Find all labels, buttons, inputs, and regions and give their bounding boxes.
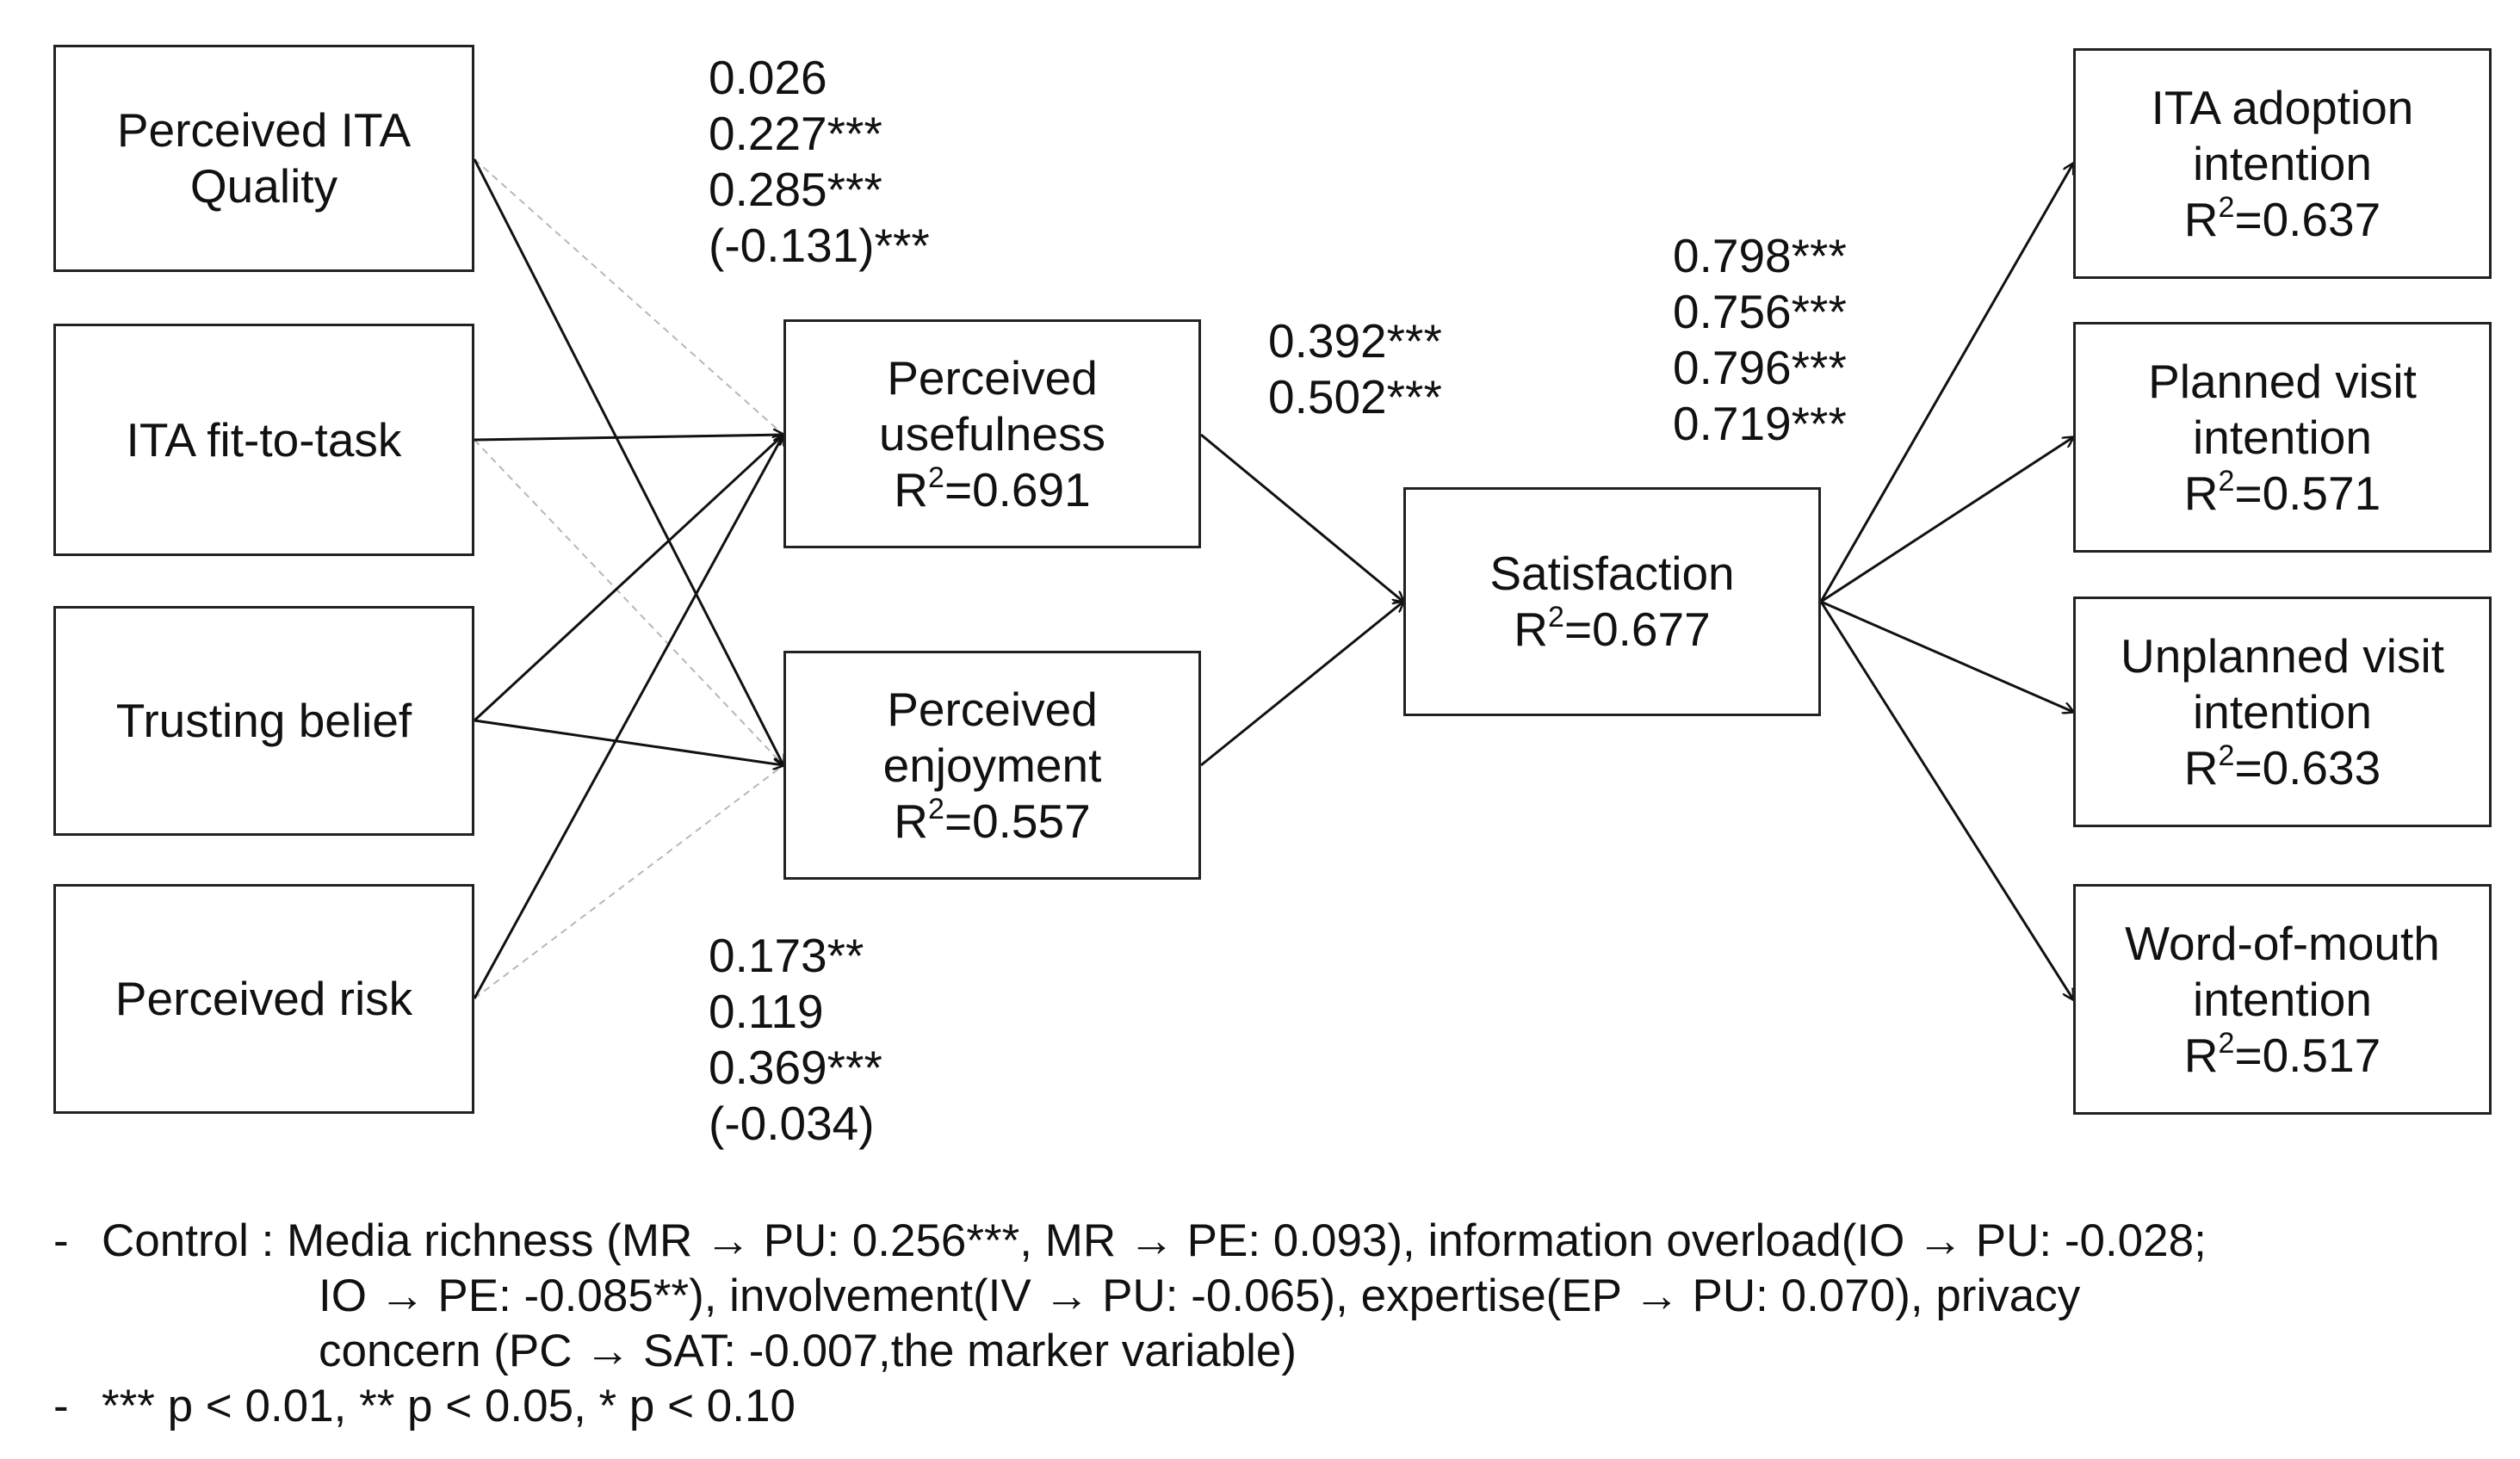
path-arrow-quality-enjoyment [473,158,783,765]
path-coefficient: 0.369*** [709,1041,882,1094]
path-arrow-satisfaction-wom [1819,601,2073,999]
box-label-line: intention [2193,136,2372,190]
path-arrow-trust-enjoyment [474,719,783,765]
path-coefficient: 0.026 [709,51,827,104]
box-label-line: intention [2193,972,2372,1026]
box-satisfaction: Satisfaction R2=0.677 [1403,487,1821,716]
box-label-line: Satisfaction [1489,547,1735,600]
path-arrow-satisfaction-planned [1820,437,2073,603]
box-label-line: ITA fit-to-task [126,412,402,467]
box-label-line: Planned visit [2148,354,2417,408]
significance-legend: *** p < 0.01, ** p < 0.05, * p < 0.10 [102,1381,796,1431]
control-line: concern (PC → SAT: -0.007,the marker var… [319,1326,1297,1376]
control-line: IO → PE: -0.085**), involvement(IV → PU:… [319,1270,2081,1321]
box-label-line: Perceived [887,682,1098,736]
box-label-line: Perceived ITA [116,103,412,157]
box-planned-visit-intention: Planned visit intention R2=0.571 [2073,322,2492,553]
box-label-line: Quality [189,159,338,213]
box-label-line: Word-of-mouth [2125,916,2440,970]
box-perceived-enjoyment: Perceived enjoyment R2=0.557 [783,651,1201,880]
path-coefficient: 0.285*** [709,163,882,216]
box-word-of-mouth-intention: Word-of-mouth intention R2=0.517 [2073,884,2492,1115]
path-coefficient: 0.227*** [709,107,882,160]
box-label-line: intention [2193,410,2372,464]
path-arrow-enjoyment-satisfaction [1200,602,1403,767]
box-label-line: enjoyment [882,738,1102,792]
box-perceived-ita-quality: Perceived ITA Quality [53,45,474,272]
note-bullet: - [53,1381,69,1431]
r-squared-value: R2=0.571 [2183,464,2381,520]
box-label-line: Perceived risk [115,972,413,1025]
path-coefficient: 0.392*** [1268,314,1442,368]
box-label-line: usefulness [879,406,1105,461]
marker-path-line [474,439,784,766]
box-label-line: Unplanned visit [2120,628,2445,683]
control-line: Control : Media richness (MR → PU: 0.256… [102,1215,2207,1266]
box-trusting-belief: Trusting belief [53,606,474,836]
box-unplanned-visit-intention: Unplanned visit intention R2=0.633 [2073,597,2492,827]
path-coefficient: 0.756*** [1673,285,1847,338]
coefficients-to-enjoyment: 0.173** 0.119 0.369*** (-0.034) [709,928,882,1152]
path-arrow-satisfaction-unplanned [1820,600,2073,712]
path-arrow-fit-usefulness [474,435,783,442]
box-label-line: intention [2193,684,2372,739]
path-coefficient: 0.798*** [1673,229,1847,282]
box-label-line: Perceived [887,350,1098,405]
box-ita-fit-to-task: ITA fit-to-task [53,324,474,556]
coefficients-to-satisfaction: 0.392*** 0.502*** [1268,313,1442,425]
box-ita-adoption-intention: ITA adoption intention R2=0.637 [2073,48,2492,279]
box-label-line: ITA adoption [2151,80,2414,134]
box-perceived-risk: Perceived risk [53,884,474,1114]
marker-path-line [474,764,784,999]
path-arrow-usefulness-satisfaction [1200,433,1403,602]
box-label-line: Trusting belief [115,694,412,747]
coefficients-to-outcomes: 0.798*** 0.756*** 0.796*** 0.719*** [1673,228,1847,452]
path-arrow-risk-usefulness [473,435,783,999]
r-squared-value: R2=0.633 [2183,739,2381,794]
path-arrow-trust-usefulness [473,435,783,722]
note-bullet: - [53,1215,69,1266]
path-coefficient: 0.796*** [1673,341,1847,394]
r-squared-value: R2=0.517 [2183,1026,2381,1082]
r-squared-value: R2=0.677 [1514,601,1711,656]
path-coefficient: 0.502*** [1268,370,1442,423]
path-coefficient: (-0.034) [709,1097,875,1150]
box-perceived-usefulness: Perceived usefulness R2=0.691 [783,319,1201,548]
path-coefficient: 0.173** [709,929,864,982]
path-coefficient: (-0.131)*** [709,219,930,272]
r-squared-value: R2=0.557 [894,792,1091,848]
r-squared-value: R2=0.691 [894,461,1091,516]
path-arrow-satisfaction-adoption [1819,164,2073,603]
path-coefficient: 0.719*** [1673,397,1847,450]
r-squared-value: R2=0.637 [2183,190,2381,246]
marker-path-line [474,158,784,436]
path-coefficient: 0.119 [709,985,824,1038]
coefficients-to-usefulness: 0.026 0.227*** 0.285*** (-0.131)*** [709,50,930,274]
